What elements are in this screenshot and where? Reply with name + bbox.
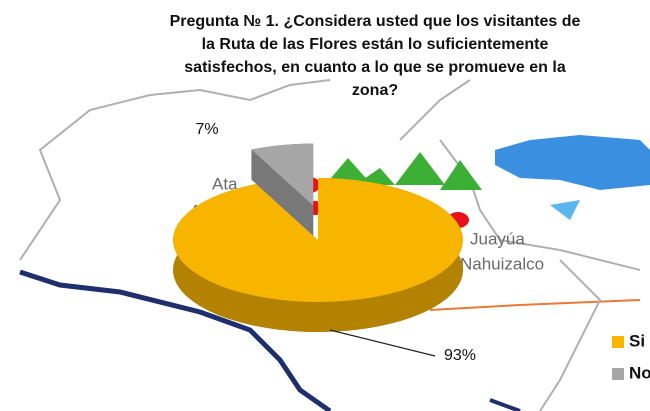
leader-line: [329, 329, 436, 357]
map-region: [550, 200, 580, 220]
mountains: [325, 152, 482, 190]
mountain: [325, 158, 372, 185]
legend-swatch: [612, 368, 624, 380]
chart-title: la Ruta de las Flores están lo suficient…: [202, 36, 549, 53]
mountain: [395, 152, 445, 185]
pie-slice: [251, 143, 314, 236]
mountain: [355, 168, 395, 185]
map-label: Nahuizalco: [460, 254, 544, 273]
chart-title: zona?: [352, 82, 398, 99]
map-label: Ata: [212, 174, 238, 193]
chart-title: Pregunta № 1. ¿Considera usted que los v…: [170, 13, 581, 30]
legend-swatch: [612, 336, 624, 348]
map-region: [495, 135, 650, 190]
mountain: [440, 160, 482, 190]
data-label: 7%: [195, 121, 218, 138]
title: Pregunta № 1. ¿Considera usted que los v…: [170, 13, 581, 99]
map-border: [399, 79, 471, 141]
pie: 93% 7%: [173, 121, 476, 364]
map-border: [19, 79, 331, 261]
chart-title: satisfechos, en cuanto a lo que se promu…: [184, 59, 566, 76]
legend-label: Si: [629, 331, 645, 350]
map-border: [539, 259, 602, 411]
map-coast: [489, 398, 521, 411]
pie-slice: [173, 178, 463, 332]
data-label: 93%: [444, 347, 476, 364]
legend-label: No: [629, 363, 650, 382]
map-coast: [19, 269, 332, 411]
slice-top: [173, 178, 463, 302]
map-label: Juayúa: [470, 229, 525, 248]
slice-top: [251, 143, 314, 206]
